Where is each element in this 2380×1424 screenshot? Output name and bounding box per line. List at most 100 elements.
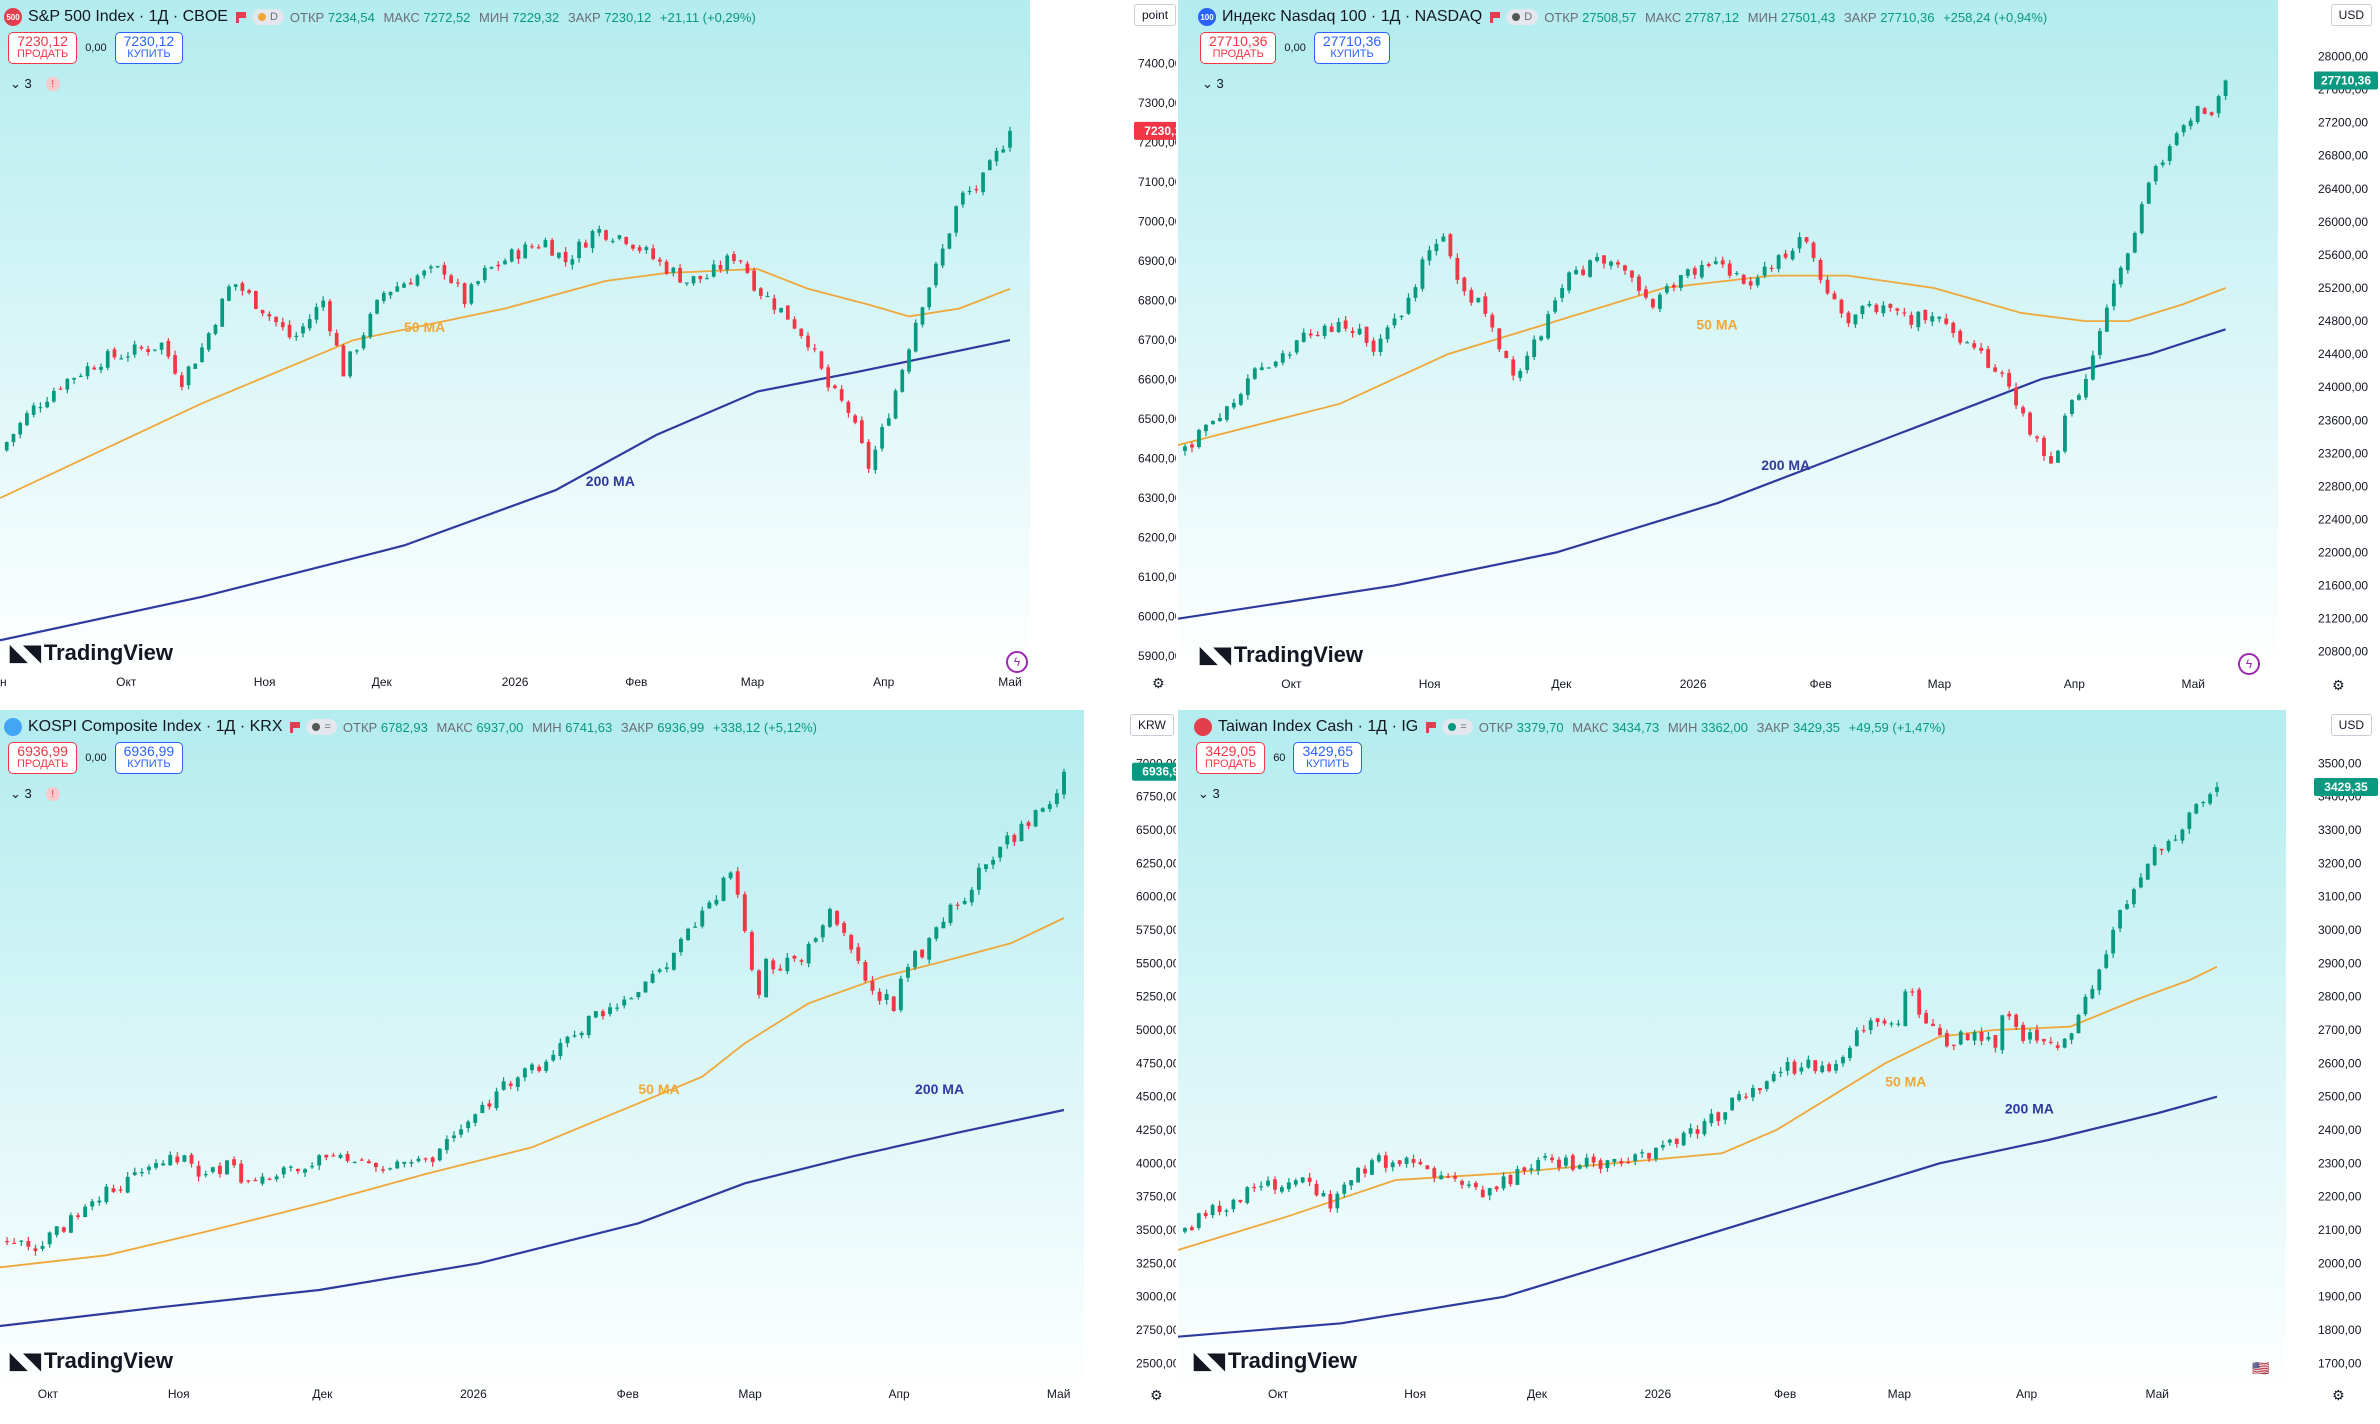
symbol-title[interactable]: Индекс Nasdaq 100 · 1Д · NASDAQ bbox=[1222, 8, 1483, 25]
candlestick-chart[interactable]: 7000,006750,006500,006250,006000,005750,… bbox=[0, 710, 1176, 1424]
y-tick-label: 3500,00 bbox=[1136, 1223, 1176, 1237]
candle-body bbox=[1692, 268, 1697, 275]
settings-gear-icon[interactable]: ⚙ bbox=[1150, 1388, 1163, 1404]
candle-body bbox=[375, 299, 379, 314]
candle-body bbox=[1543, 1155, 1548, 1158]
candle-body bbox=[1546, 314, 1551, 339]
candle-body bbox=[738, 260, 743, 262]
flag-icon[interactable] bbox=[288, 721, 301, 733]
buy-button[interactable]: 7230,12 КУПИТЬ bbox=[114, 32, 184, 64]
candle-body bbox=[1432, 1168, 1437, 1178]
axis-unit-button[interactable]: USD bbox=[2330, 4, 2372, 26]
flag-icon[interactable] bbox=[234, 11, 246, 23]
buy-button[interactable]: 3429,65 КУПИТЬ bbox=[1293, 742, 1363, 774]
warning-icon[interactable]: ! bbox=[45, 77, 60, 91]
tradingview-logo[interactable]: ◣◥ TradingView bbox=[10, 640, 174, 665]
candle-body bbox=[1755, 277, 1760, 286]
sell-button[interactable]: 3429,05 ПРОДАТЬ bbox=[1196, 742, 1266, 774]
candle-body bbox=[711, 264, 716, 277]
candle-body bbox=[2069, 1033, 2074, 1040]
candle-body bbox=[72, 377, 76, 380]
indicator-toggle[interactable]: ⌄ 3 bbox=[1202, 76, 1224, 91]
buy-button[interactable]: 6936,99 КУПИТЬ bbox=[114, 742, 184, 774]
candle-body bbox=[961, 192, 965, 205]
candle-body bbox=[1671, 284, 1676, 288]
candle-body bbox=[288, 1166, 293, 1168]
candle-body bbox=[2216, 96, 2221, 114]
axis-unit-button[interactable]: KRW bbox=[1130, 714, 1174, 736]
tradingview-logo[interactable]: ◣◥ TradingView bbox=[1194, 1348, 1358, 1373]
session-pill[interactable]: = bbox=[306, 719, 337, 735]
indicator-toggle[interactable]: ⌄ 3! bbox=[10, 76, 60, 92]
candle-body bbox=[1664, 285, 1669, 293]
candle-body bbox=[139, 346, 144, 349]
candle-body bbox=[2188, 120, 2193, 127]
y-tick-label: 24000,00 bbox=[2318, 380, 2368, 394]
flag-icon[interactable] bbox=[1424, 721, 1437, 733]
sell-button[interactable]: 7230,12 ПРОДАТЬ bbox=[8, 32, 78, 64]
candle-body bbox=[489, 266, 494, 269]
candle-body bbox=[1483, 296, 1488, 314]
symbol-title[interactable]: Taiwan Index Cash · 1Д · IG bbox=[1218, 718, 1419, 735]
y-tick-label: 3300,00 bbox=[2318, 823, 2362, 837]
candle-body bbox=[1439, 1175, 1444, 1180]
indicator-toggle[interactable]: ⌄ 3 bbox=[1198, 786, 1220, 801]
candle-body bbox=[1832, 293, 1837, 300]
indicator-toggle[interactable]: ⌄ 3! bbox=[10, 786, 60, 802]
buy-button[interactable]: 27710,36 КУПИТЬ bbox=[1313, 32, 1391, 64]
candle-body bbox=[678, 268, 682, 283]
candle-body bbox=[373, 1162, 378, 1168]
candlestick-chart[interactable]: 7400,007300,007200,007100,007000,006900,… bbox=[0, 0, 1176, 700]
candle-body bbox=[1813, 1060, 1818, 1072]
candlestick-chart[interactable]: 28000,0027600,0027200,0026800,0026400,00… bbox=[1178, 0, 2380, 700]
sell-button[interactable]: 6936,99 ПРОДАТЬ bbox=[8, 742, 78, 774]
tradingview-logo[interactable]: ◣◥ TradingView bbox=[1200, 642, 1364, 667]
candle-body bbox=[381, 1169, 385, 1171]
candle-body bbox=[1667, 1139, 1672, 1143]
y-tick-label: 5500,00 bbox=[1136, 956, 1176, 970]
y-tick-label: 6400,00 bbox=[1138, 452, 1176, 466]
settings-gear-icon[interactable]: ⚙ bbox=[2332, 1388, 2345, 1404]
axis-unit-button[interactable]: point bbox=[1134, 4, 1176, 26]
lightning-icon[interactable]: ϟ bbox=[2238, 653, 2260, 675]
settings-gear-icon[interactable]: ⚙ bbox=[1152, 676, 1165, 692]
candle-body bbox=[1764, 1081, 1769, 1089]
y-tick-label: 7100,00 bbox=[1138, 175, 1176, 189]
lightning-icon[interactable]: ϟ bbox=[1006, 651, 1028, 673]
session-pill[interactable]: D bbox=[1506, 9, 1539, 25]
session-pill[interactable]: D bbox=[251, 9, 284, 25]
symbol-title[interactable]: S&P 500 Index · 1Д · CBOE bbox=[28, 8, 228, 25]
candle-body bbox=[600, 1011, 605, 1017]
x-tick-label: Мар bbox=[741, 675, 765, 689]
candle-body bbox=[338, 1154, 343, 1158]
candlestick-chart[interactable]: 3500,003400,003300,003200,003100,003000,… bbox=[1178, 710, 2380, 1424]
candle-body bbox=[799, 328, 804, 337]
candle-body bbox=[842, 923, 847, 933]
warning-icon[interactable]: ! bbox=[45, 787, 60, 801]
symbol-title[interactable]: KOSPI Composite Index · 1Д · KRX bbox=[28, 718, 283, 735]
x-tick-label: 2026 bbox=[1644, 1387, 1671, 1401]
settings-gear-icon[interactable]: ⚙ bbox=[2332, 678, 2345, 694]
flag-icon[interactable] bbox=[1488, 11, 1501, 23]
candle-body bbox=[503, 260, 507, 265]
candle-body bbox=[68, 1215, 73, 1233]
candle-body bbox=[19, 1240, 24, 1242]
axis-unit-button[interactable]: USD bbox=[2330, 714, 2372, 736]
candle-body bbox=[1944, 318, 1949, 324]
session-pill[interactable]: = bbox=[1442, 719, 1473, 735]
tradingview-logo[interactable]: ◣◥ TradingView bbox=[10, 1348, 174, 1373]
candle-body bbox=[1986, 1036, 1991, 1040]
sell-button[interactable]: 27710,36 ПРОДАТЬ bbox=[1200, 32, 1277, 64]
candle-body bbox=[1685, 269, 1690, 276]
ma50-line bbox=[1178, 274, 2226, 446]
candle-body bbox=[679, 938, 683, 953]
candle-body bbox=[714, 899, 719, 905]
candle-body bbox=[1757, 1088, 1762, 1091]
candle-body bbox=[31, 405, 36, 415]
trade-buttons: 7230,12 ПРОДАТЬ 0,00 7230,12 КУПИТЬ bbox=[8, 32, 184, 64]
status-dot-icon bbox=[1512, 13, 1521, 21]
candle-body bbox=[742, 894, 747, 932]
candle-body bbox=[658, 259, 662, 262]
candle-body bbox=[920, 307, 925, 325]
y-tick-label: 6750,00 bbox=[1136, 790, 1176, 804]
